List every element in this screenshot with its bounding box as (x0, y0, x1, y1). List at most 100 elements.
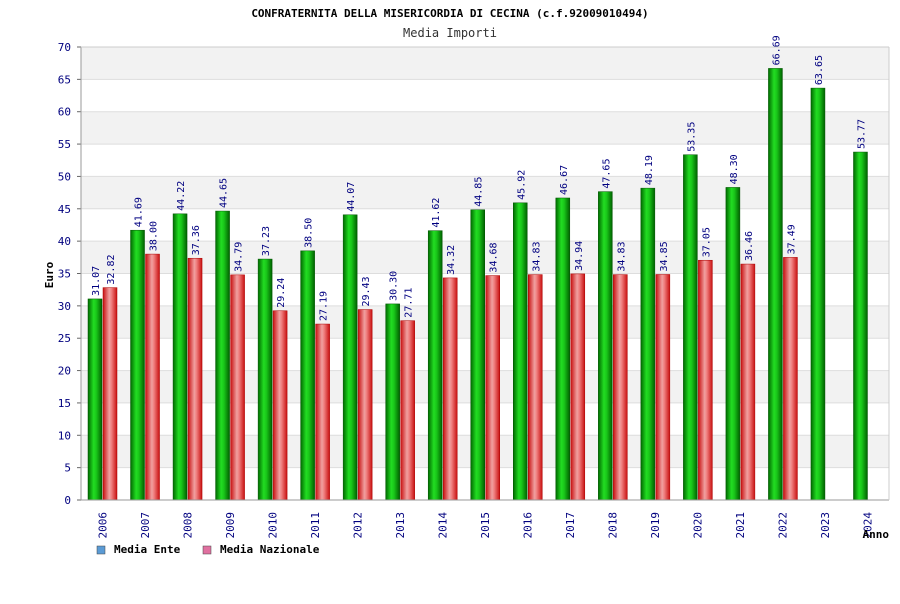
bar-media-ente (768, 68, 783, 501)
bar-media-ente (300, 250, 315, 501)
x-tick-label: 2019 (649, 512, 662, 539)
bar-media-ente (385, 303, 400, 501)
data-label-ente: 41.69 (134, 197, 145, 227)
bar-media-ente (853, 151, 868, 501)
data-label-ente: 47.65 (601, 159, 612, 189)
x-tick-label: 2016 (522, 512, 535, 539)
y-tick-label: 5 (64, 462, 71, 475)
legend-swatch-ente (96, 545, 106, 555)
bar-media-nazionale (315, 323, 330, 501)
bar-media-ente (725, 187, 741, 501)
bar-media-ente (810, 87, 826, 501)
x-tick-label: 2023 (819, 512, 832, 539)
data-label-nazionale: 34.94 (574, 241, 585, 271)
y-tick-label: 65 (58, 73, 71, 86)
plot-band (81, 79, 889, 112)
x-tick-label: 2021 (734, 512, 747, 539)
data-label-ente: 44.65 (219, 178, 230, 208)
plot-band (81, 144, 889, 177)
y-tick-label: 60 (58, 106, 71, 119)
data-label-ente: 53.77 (856, 119, 867, 149)
bar-media-ente (172, 213, 188, 501)
bar-media-nazionale (272, 310, 288, 501)
legend-label-ente: Media Ente (114, 543, 181, 556)
bar-media-ente (427, 230, 443, 501)
data-label-nazionale: 37.36 (191, 225, 202, 255)
data-label-nazionale: 34.79 (234, 242, 245, 272)
legend: Media Ente Media Nazionale (96, 543, 320, 556)
data-label-ente: 45.92 (516, 170, 527, 200)
x-tick-label: 2017 (564, 512, 577, 539)
data-label-ente: 48.30 (729, 154, 740, 184)
data-label-nazionale: 34.32 (446, 245, 457, 275)
bar-media-nazionale (613, 274, 628, 501)
x-tick-label: 2022 (777, 512, 790, 539)
x-axis-label: Anno (863, 528, 890, 541)
bar-media-nazionale (655, 274, 671, 501)
bar-media-ente (215, 210, 230, 501)
bar-media-nazionale (570, 273, 586, 501)
x-tick-label: 2024 (862, 512, 875, 539)
plot-band (81, 111, 889, 145)
y-tick-label: 45 (58, 203, 71, 216)
x-tick-label: 2015 (479, 512, 492, 539)
data-label-nazionale: 34.68 (489, 242, 500, 272)
x-tick-label: 2020 (692, 512, 705, 539)
plot-band (81, 47, 889, 80)
x-tick-label: 2009 (224, 512, 237, 539)
data-label-nazionale: 29.24 (276, 278, 287, 308)
bar-media-ente (342, 214, 358, 501)
bar-media-nazionale (400, 320, 415, 501)
data-label-ente: 44.22 (176, 181, 187, 211)
y-tick-label: 10 (58, 429, 71, 442)
data-label-ente: 44.07 (346, 182, 357, 212)
data-label-nazionale: 38.00 (149, 221, 160, 251)
bar-media-ente (683, 154, 698, 501)
y-tick-label: 15 (58, 397, 71, 410)
bar-media-nazionale (485, 275, 500, 501)
data-label-ente: 66.69 (771, 35, 782, 65)
y-tick-label: 70 (58, 41, 71, 54)
data-labels-group: 31.07 32.82 41.69 38.00 44.22 37.36 44.65 34.79… (91, 35, 867, 321)
bar-media-nazionale (783, 257, 798, 501)
legend-label-nazionale: Media Nazionale (220, 543, 320, 556)
x-tick-labels: 2006 2007 2008 2009 2010 2011 2012 2013 2014 2015… (96, 512, 874, 539)
data-label-ente: 63.65 (814, 55, 825, 85)
bar-media-ente (555, 197, 571, 501)
y-tick-label: 0 (64, 494, 71, 507)
bar-media-nazionale (442, 277, 458, 501)
y-tick-label: 40 (58, 235, 71, 248)
x-tick-label: 2007 (139, 512, 152, 539)
x-tick-label: 2006 (96, 512, 109, 539)
plot-band (81, 208, 889, 242)
chart-subtitle: Media Importi (403, 26, 497, 40)
bar-media-nazionale (230, 274, 245, 501)
data-label-nazionale: 34.83 (531, 241, 542, 271)
data-label-nazionale: 32.82 (106, 254, 117, 284)
bar-media-nazionale (740, 263, 756, 501)
bar-media-ente (513, 202, 528, 501)
data-label-nazionale: 36.46 (744, 231, 755, 261)
data-label-ente: 38.50 (304, 218, 315, 248)
plot-band (81, 176, 889, 209)
data-label-ente: 30.30 (389, 271, 400, 301)
data-label-nazionale: 34.85 (659, 241, 670, 271)
data-label-nazionale: 37.49 (786, 224, 797, 254)
bar-media-ente (470, 209, 485, 501)
axes-group (80, 46, 890, 501)
data-label-ente: 31.07 (91, 266, 102, 296)
data-label-ente: 44.85 (474, 177, 485, 207)
data-label-nazionale: 34.83 (616, 241, 627, 271)
bar-media-nazionale (528, 274, 543, 501)
y-tick-label: 20 (58, 365, 71, 378)
x-tick-label: 2008 (181, 512, 194, 539)
bar-media-ente (257, 258, 273, 501)
x-tick-label: 2013 (394, 512, 407, 539)
bar-media-ente (640, 187, 656, 501)
y-tick-label: 35 (58, 268, 71, 281)
x-tick-label: 2011 (309, 512, 322, 539)
y-tick-label: 30 (58, 300, 71, 313)
y-tick-label: 55 (58, 138, 71, 151)
